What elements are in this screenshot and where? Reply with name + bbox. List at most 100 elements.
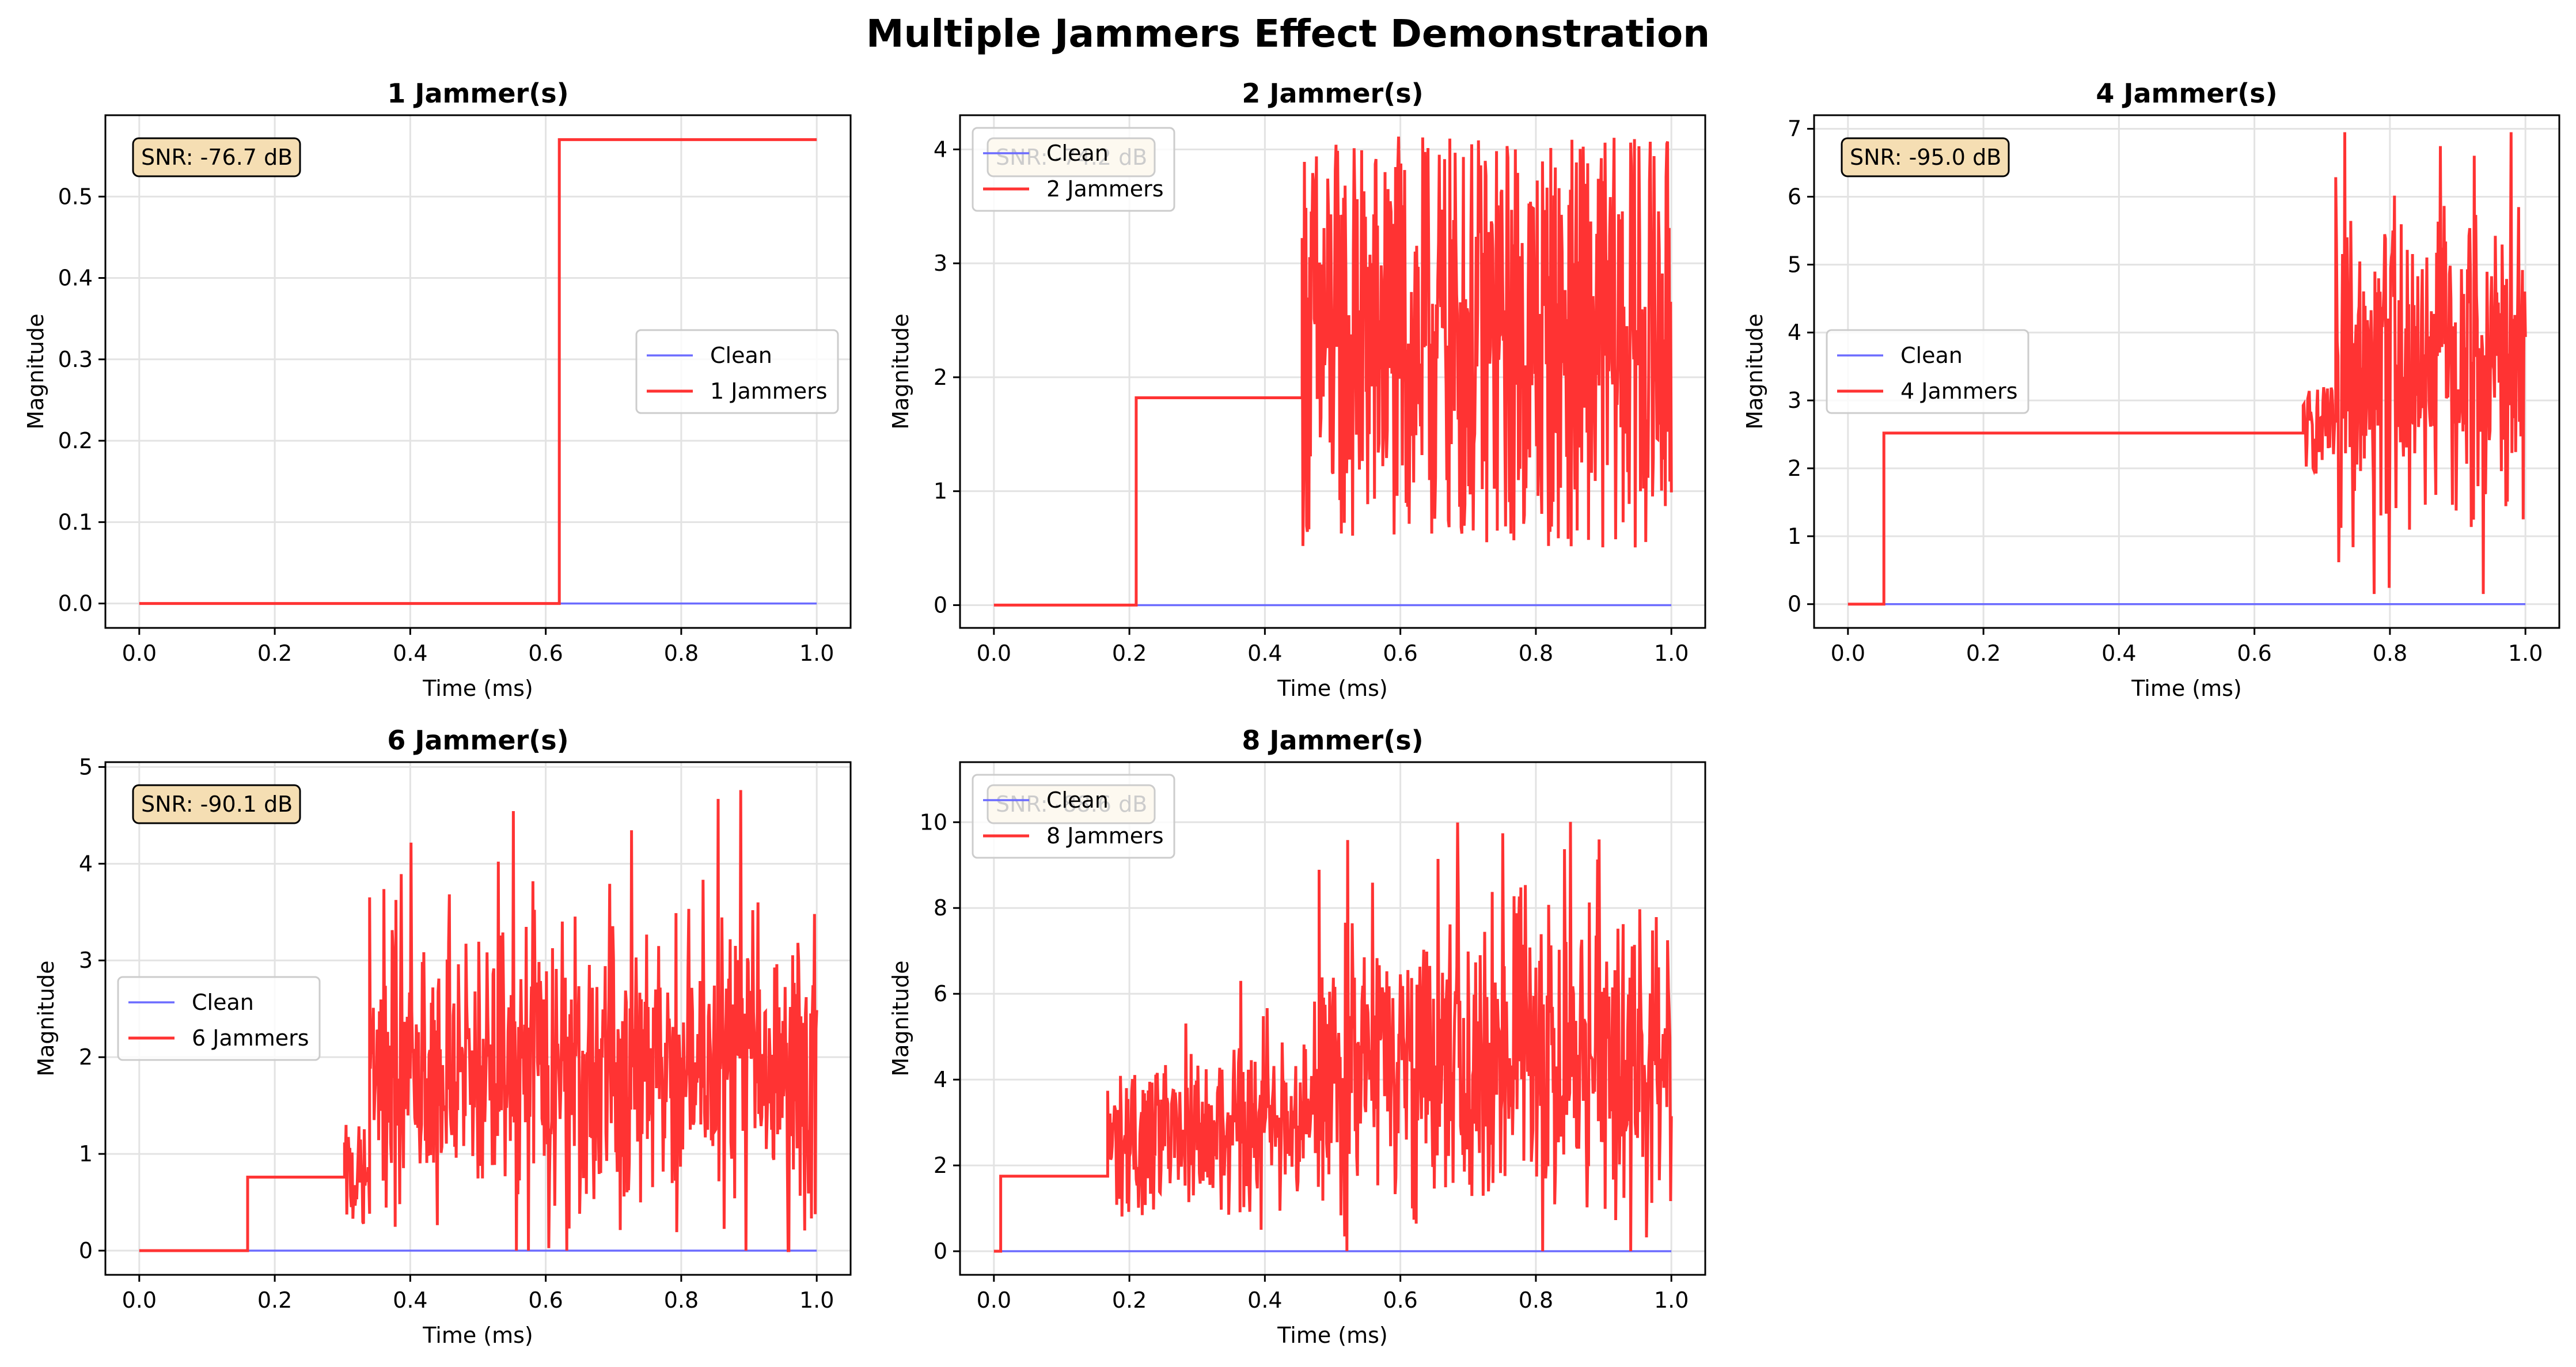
x-tick-label: 0.0	[977, 1288, 1011, 1313]
subplot-4: 0.0 0.2 0.4 0.6 0.8 1.0 0 1 2 3 4 5 6 Jammer(s) Time …	[33, 725, 852, 1348]
legend-entry: Clean	[1046, 787, 1109, 813]
x-tick-label: 0.6	[528, 641, 563, 666]
snr-annotation-box	[1841, 137, 2010, 177]
y-axis-label: Magnitude	[1742, 313, 1767, 429]
y-axis-label: Magnitude	[33, 960, 59, 1076]
y-tick-label: 2	[1788, 456, 1801, 481]
y-axis-label: Magnitude	[888, 960, 913, 1076]
series-layer	[139, 790, 818, 1252]
series-jammed-line	[1847, 132, 2527, 606]
series-jammed-line	[139, 790, 818, 1252]
legend-entry: Clean	[1900, 343, 1963, 368]
axes-frame	[1813, 114, 2560, 629]
x-tick-label: 1.0	[799, 1288, 834, 1313]
x-axis-label: Time (ms)	[422, 676, 533, 701]
x-tick-label: 0.6	[528, 1288, 563, 1313]
x-tick-label: 0.0	[122, 1288, 157, 1313]
y-tick-label: 4	[1788, 320, 1801, 345]
y-tick-label: 6	[934, 981, 947, 1006]
y-tick-label: 10	[920, 809, 947, 835]
y-axis-label: Magnitude	[23, 313, 48, 429]
x-tick-label: 1.0	[2508, 641, 2543, 666]
subplot-title: 6 Jammer(s)	[387, 725, 568, 756]
y-tick-label: 5	[1788, 252, 1801, 277]
x-axis-label: Time (ms)	[2131, 676, 2242, 701]
snr-annotation: SNR: -95.0 dB	[1850, 145, 2001, 170]
x-tick-label: 0.2	[257, 641, 292, 666]
y-tick-label: 0	[1788, 592, 1801, 617]
legend: Clean 2 Jammers	[972, 127, 1175, 212]
x-tick-label: 0.6	[2237, 641, 2271, 666]
legend: Clean 6 Jammers	[117, 976, 321, 1061]
x-tick-label: 0.4	[1247, 641, 1282, 666]
axes-frame	[104, 114, 852, 629]
y-tick-label: 3	[1788, 388, 1801, 413]
x-tick-label: 0.8	[664, 1288, 699, 1313]
series-jammed-line	[993, 821, 1673, 1253]
y-tick-label: 0.5	[58, 184, 93, 209]
y-tick-label: 0.4	[58, 266, 93, 291]
x-tick-label: 0.2	[1966, 641, 2001, 666]
x-tick-label: 0.8	[1519, 1288, 1553, 1313]
x-axis-label: Time (ms)	[422, 1323, 533, 1348]
legend-entry: 8 Jammers	[1046, 823, 1164, 849]
series-layer	[1847, 132, 2527, 606]
x-tick-label: 0.4	[393, 641, 427, 666]
x-tick-label: 0.2	[257, 1288, 292, 1313]
y-tick-label: 0	[934, 592, 947, 618]
x-tick-label: 0.4	[1247, 1288, 1282, 1313]
figure-title: Multiple Jammers Effect Demonstration	[866, 12, 1710, 56]
y-tick-label: 0	[79, 1238, 93, 1263]
series-jammed-line	[993, 137, 1673, 607]
subplot-2: 0.0 0.2 0.4 0.6 0.8 1.0 0 1 2 3 4 2 Jammer(s) Time (…	[888, 78, 1706, 701]
legend-entry: Clean	[710, 343, 772, 368]
y-tick-label: 1	[79, 1141, 93, 1167]
y-tick-label: 5	[79, 754, 93, 779]
x-tick-label: 0.2	[1112, 1288, 1147, 1313]
y-tick-label: 2	[934, 365, 947, 390]
series-layer	[993, 821, 1673, 1253]
subplot-3: 0.0 0.2 0.4 0.6 0.8 1.0 0 1 2 3 4 5 6 7 4 Jammer(s) Tim…	[1742, 78, 2560, 701]
legend-entry: 6 Jammers	[192, 1025, 309, 1051]
y-tick-label: 4	[79, 851, 93, 876]
y-tick-label: 3	[79, 948, 93, 973]
y-tick-label: 0.1	[58, 509, 93, 535]
subplot-5: 0.0 0.2 0.4 0.6 0.8 1.0 0 2 4 6 8 10 8 Jammer(s) Time…	[888, 725, 1706, 1348]
subplot-title: 1 Jammer(s)	[387, 78, 568, 109]
y-tick-label: 0.0	[58, 591, 93, 616]
subplot-1: 0.0 0.2 0.4 0.6 0.8 1.0 0.0 0.1 0.2 0.3 0.4 0.5 1 Ja…	[23, 78, 852, 701]
subplot-title: 8 Jammer(s)	[1242, 725, 1423, 756]
x-tick-label: 0.8	[2373, 641, 2407, 666]
x-tick-label: 0.6	[1383, 641, 1417, 666]
axes-frame	[959, 761, 1706, 1276]
axes-frame	[959, 114, 1706, 629]
x-tick-label: 0.8	[1519, 641, 1553, 666]
x-tick-label: 1.0	[1654, 1288, 1689, 1313]
y-tick-label: 2	[934, 1153, 947, 1178]
legend-entry: Clean	[1046, 141, 1109, 166]
series-layer	[139, 138, 817, 605]
legend-entry: 2 Jammers	[1046, 176, 1164, 202]
series-jammed-line	[139, 138, 817, 605]
x-tick-label: 0.6	[1383, 1288, 1417, 1313]
y-tick-label: 0	[934, 1239, 947, 1264]
y-tick-label: 7	[1788, 116, 1801, 142]
snr-annotation: SNR: -76.7 dB	[141, 145, 293, 170]
snr-annotation: SNR: -90.1 dB	[141, 792, 293, 817]
x-tick-label: 0.4	[2101, 641, 2136, 666]
y-tick-label: 3	[934, 251, 947, 276]
legend: Clean 4 Jammers	[1826, 329, 2029, 414]
legend-entry: 4 Jammers	[1900, 378, 2018, 404]
x-tick-label: 0.0	[122, 641, 157, 666]
subplot-title: 2 Jammer(s)	[1242, 78, 1423, 109]
y-tick-label: 8	[934, 895, 947, 921]
x-tick-label: 0.0	[1831, 641, 1865, 666]
y-tick-label: 4	[934, 1067, 947, 1092]
x-tick-label: 1.0	[799, 641, 834, 666]
legend-entry: 1 Jammers	[710, 378, 828, 404]
x-axis-label: Time (ms)	[1277, 1323, 1388, 1348]
x-tick-label: 0.8	[664, 641, 699, 666]
x-tick-label: 0.4	[393, 1288, 427, 1313]
series-layer	[993, 137, 1673, 607]
